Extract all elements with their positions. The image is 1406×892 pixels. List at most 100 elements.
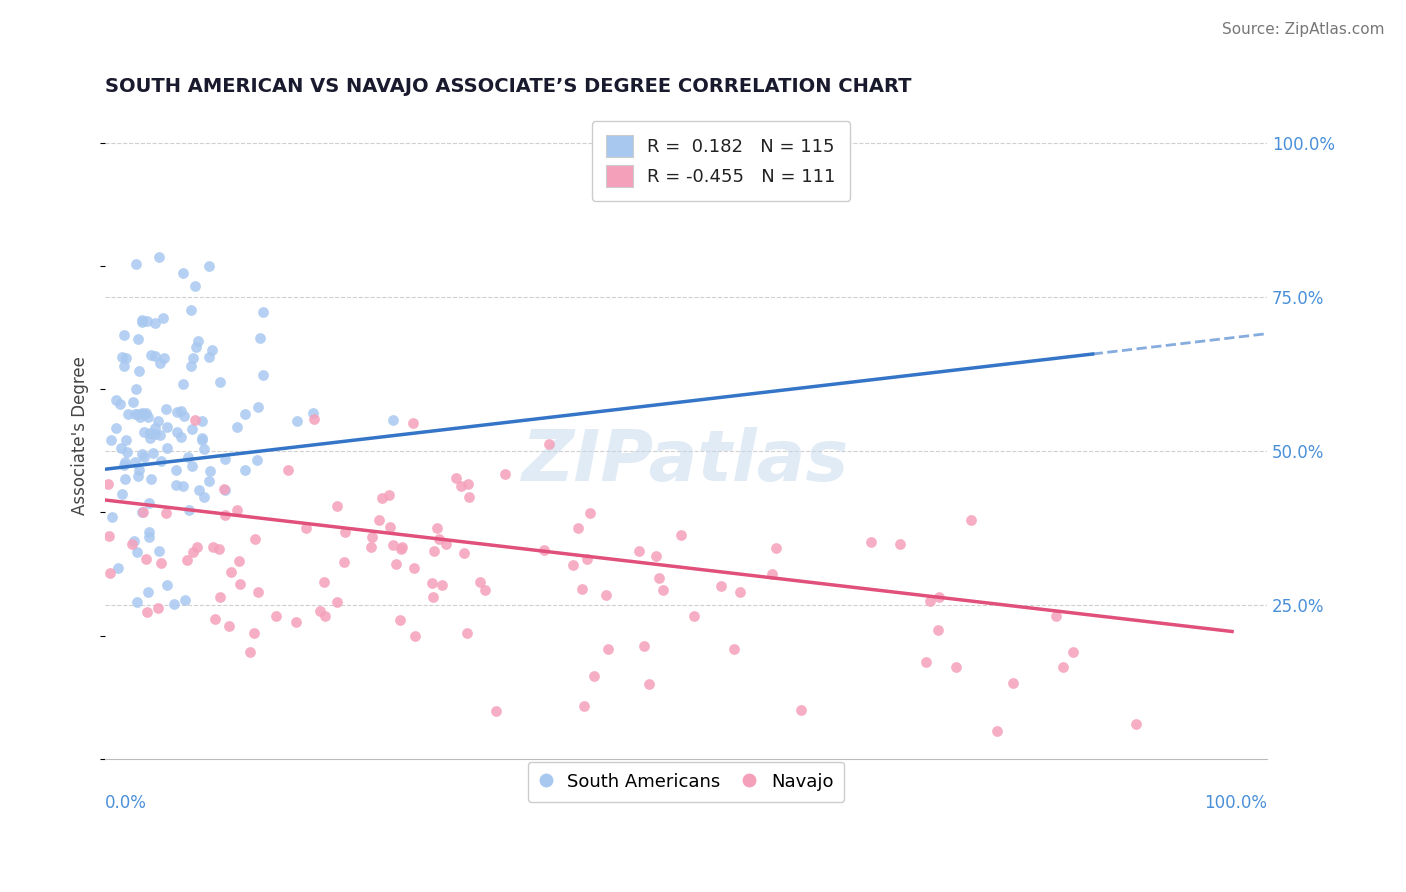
Point — [127, 545, 149, 559]
Point — [149, 427, 172, 442]
Point — [136, 314, 159, 328]
Point — [945, 660, 967, 674]
Point — [264, 609, 287, 624]
Point — [538, 437, 561, 451]
Point — [163, 597, 186, 611]
Point — [790, 703, 813, 717]
Point — [101, 510, 124, 524]
Point — [633, 639, 655, 653]
Point — [201, 343, 224, 358]
Point — [915, 656, 938, 670]
Point — [219, 565, 242, 579]
Point — [302, 406, 325, 420]
Point — [181, 351, 204, 365]
Point — [131, 312, 153, 326]
Point — [172, 479, 194, 493]
Point — [148, 601, 170, 615]
Point — [312, 574, 335, 589]
Point — [134, 450, 156, 464]
Point — [402, 416, 425, 430]
Point — [378, 488, 401, 502]
Text: SOUTH AMERICAN VS NAVAJO ASSOCIATE’S DEGREE CORRELATION CHART: SOUTH AMERICAN VS NAVAJO ASSOCIATE’S DEG… — [105, 78, 911, 96]
Point — [191, 431, 214, 445]
Point — [1052, 660, 1074, 674]
Point — [450, 478, 472, 492]
Point — [180, 458, 202, 473]
Point — [285, 414, 308, 428]
Text: 100.0%: 100.0% — [1204, 795, 1267, 813]
Point — [191, 433, 214, 447]
Point — [582, 669, 605, 683]
Point — [173, 409, 195, 424]
Point — [326, 595, 349, 609]
Point — [128, 463, 150, 477]
Text: 0.0%: 0.0% — [105, 795, 148, 813]
Point — [226, 503, 249, 517]
Point — [148, 250, 170, 264]
Point — [152, 310, 174, 325]
Point — [134, 425, 156, 439]
Point — [233, 463, 256, 477]
Point — [326, 499, 349, 513]
Point — [143, 316, 166, 330]
Point — [468, 574, 491, 589]
Point — [309, 605, 332, 619]
Point — [139, 431, 162, 445]
Point — [381, 413, 404, 427]
Point — [252, 368, 274, 382]
Point — [247, 400, 270, 414]
Point — [378, 520, 401, 534]
Point — [628, 544, 651, 558]
Point — [295, 520, 318, 534]
Point — [567, 520, 589, 534]
Point — [180, 303, 202, 318]
Point — [125, 257, 148, 271]
Point — [404, 560, 426, 574]
Point — [1125, 717, 1147, 731]
Point — [136, 409, 159, 424]
Point — [1062, 645, 1084, 659]
Point — [177, 503, 200, 517]
Point — [127, 595, 149, 609]
Point — [129, 410, 152, 425]
Point — [104, 393, 127, 408]
Point — [381, 539, 404, 553]
Point — [110, 442, 132, 456]
Point — [108, 396, 131, 410]
Point — [391, 540, 413, 554]
Point — [208, 590, 231, 604]
Point — [920, 593, 942, 607]
Point — [117, 407, 139, 421]
Point — [125, 382, 148, 396]
Y-axis label: Associate's Degree: Associate's Degree — [72, 356, 89, 515]
Point — [98, 529, 121, 543]
Point — [172, 266, 194, 280]
Point — [198, 350, 221, 364]
Point — [138, 524, 160, 539]
Point — [651, 582, 673, 597]
Point — [138, 530, 160, 544]
Point — [204, 612, 226, 626]
Point — [456, 626, 478, 640]
Point — [444, 471, 467, 485]
Point — [131, 406, 153, 420]
Point — [124, 407, 146, 421]
Point — [105, 420, 128, 434]
Point — [141, 472, 163, 486]
Point — [225, 420, 247, 434]
Point — [127, 469, 149, 483]
Point — [243, 626, 266, 640]
Point — [434, 537, 457, 551]
Point — [100, 433, 122, 447]
Point — [723, 641, 745, 656]
Point — [176, 553, 198, 567]
Point — [426, 521, 449, 535]
Point — [595, 588, 617, 602]
Point — [111, 350, 134, 364]
Point — [122, 534, 145, 549]
Point — [183, 544, 205, 558]
Point — [156, 420, 179, 434]
Point — [112, 458, 135, 473]
Point — [201, 540, 224, 554]
Text: Source: ZipAtlas.com: Source: ZipAtlas.com — [1222, 22, 1385, 37]
